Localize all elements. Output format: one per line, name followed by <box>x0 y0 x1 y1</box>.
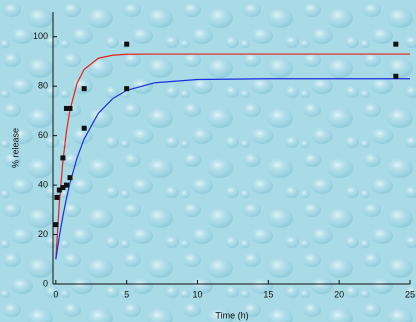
x-tick-label: 5 <box>124 289 129 299</box>
data-point <box>124 86 129 91</box>
y-tick-label: 40 <box>38 179 48 189</box>
x-tick-label: 20 <box>334 289 344 299</box>
x-tick-label: 15 <box>263 289 273 299</box>
y-tick-label: 100 <box>33 31 48 41</box>
data-point <box>54 195 59 200</box>
data-point <box>60 155 65 160</box>
y-tick-label: 60 <box>38 130 48 140</box>
data-point <box>82 126 87 131</box>
data-point <box>53 222 58 227</box>
chart: Time (h) % release 0 20 40 60 80 100 0 5 10 15 20 2… <box>0 0 416 322</box>
x-axis-label: Time (h) <box>215 310 248 320</box>
data-point <box>124 42 129 47</box>
data-point <box>82 86 87 91</box>
y-tick-label: 20 <box>38 229 48 239</box>
y-tick-label: 80 <box>38 81 48 91</box>
x-tick-label: 0 <box>53 289 58 299</box>
data-point <box>68 106 73 111</box>
x-tick-label: 10 <box>192 289 202 299</box>
x-tick-label: 25 <box>405 289 415 299</box>
y-axis-label: % release <box>10 128 20 168</box>
data-point <box>393 74 398 79</box>
y-tick-label: 0 <box>43 278 48 288</box>
data-point <box>393 42 398 47</box>
data-point <box>64 183 69 188</box>
data-point <box>68 175 73 180</box>
